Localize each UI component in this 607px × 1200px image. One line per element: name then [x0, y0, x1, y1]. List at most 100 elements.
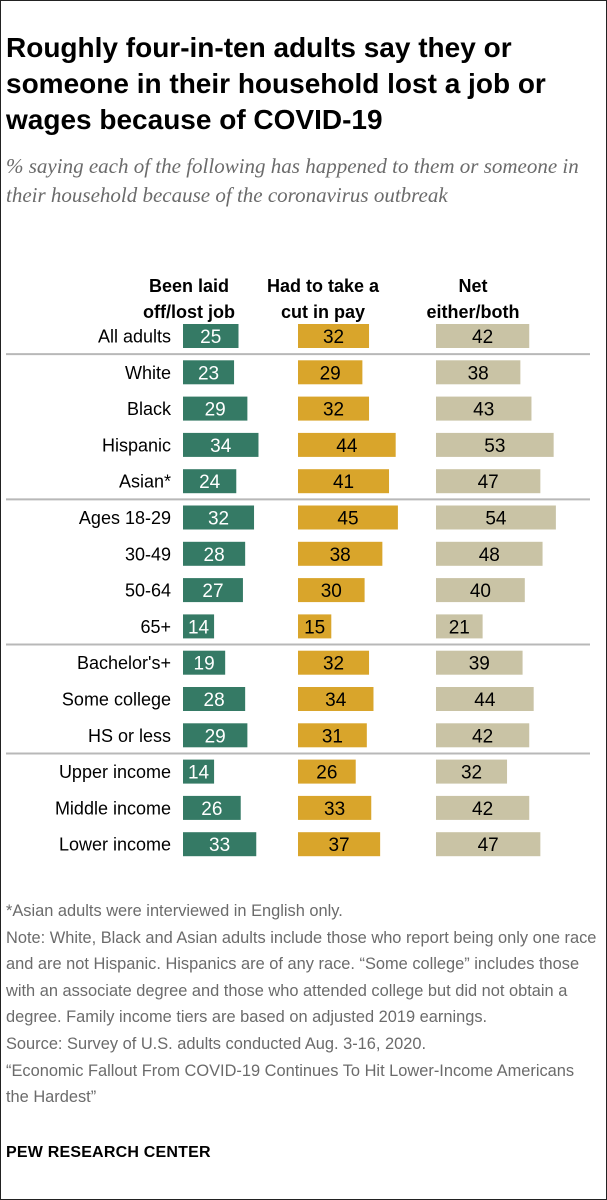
row-label-asian: Asian*: [119, 472, 171, 492]
bar-laid-off-30-49: [183, 541, 246, 566]
data-label-net-ages-18-29: 54: [485, 509, 507, 530]
bar-laid-off-some-college: [183, 687, 246, 711]
bar-pay-cut-all-adults: [298, 324, 370, 348]
data-label-pay-cut-all-adults: 32: [323, 327, 344, 348]
column-header-net-line-1: Net: [458, 276, 488, 296]
data-label-pay-cut-upper-income: 26: [316, 763, 337, 784]
bar-laid-off-65: [183, 614, 215, 639]
asterisk-note: *Asian adults were interviewed in Englis…: [6, 902, 343, 920]
row-label-30-49: 30-49: [125, 544, 171, 564]
data-label-laid-off-white: 23: [198, 363, 219, 384]
data-label-net-50-64: 40: [470, 581, 491, 602]
data-label-laid-off-bachelor-s: 19: [194, 654, 215, 675]
row-label-50-64: 50-64: [125, 581, 171, 601]
chart-title: Roughly four-in-ten adults say they or s…: [6, 32, 546, 135]
data-label-pay-cut-hs-or-less: 31: [322, 726, 343, 747]
data-label-laid-off-50-64: 27: [202, 581, 223, 602]
data-label-net-upper-income: 32: [461, 763, 482, 784]
bar-net-white: [436, 360, 521, 385]
data-label-net-bachelor-s: 39: [469, 654, 490, 675]
bar-pay-cut-lower-income: [298, 832, 381, 857]
data-label-pay-cut-hispanic: 44: [336, 436, 358, 457]
column-header-laid-off-line-1: Been laid: [148, 276, 230, 296]
bar-laid-off-asian: [183, 469, 237, 494]
bar-laid-off-hispanic: [183, 432, 259, 457]
row-label-upper-income: Upper income: [59, 762, 171, 782]
bar-net-hs-or-less: [436, 723, 530, 748]
row-label-ages-18-29: Ages 18-29: [79, 508, 171, 528]
bar-laid-off-all-adults: [183, 324, 239, 348]
bar-pay-cut-50-64: [298, 578, 365, 603]
bar-laid-off-ages-18-29: [183, 505, 255, 530]
row-label-bachelor-s: Bachelor's+: [77, 653, 171, 673]
row-label-all-adults: All adults: [98, 327, 171, 347]
report-title-note: “Economic Fallout From COVID-19 Continue…: [6, 1061, 575, 1107]
data-label-net-white: 38: [468, 363, 489, 384]
row-label-hs-or-less: HS or less: [88, 726, 171, 746]
data-label-pay-cut-bachelor-s: 32: [323, 654, 344, 675]
data-label-pay-cut-ages-18-29: 45: [337, 509, 358, 530]
data-label-laid-off-lower-income: 33: [209, 835, 230, 856]
column-header-pay-cut-line-2: cut in pay: [280, 302, 365, 322]
bar-pay-cut-middle-income: [298, 795, 372, 820]
row-label-hispanic: Hispanic: [102, 435, 171, 455]
bar-pay-cut-white: [298, 360, 363, 385]
bar-net-hispanic: [436, 432, 554, 457]
data-label-net-asian: 47: [478, 472, 499, 493]
bar-pay-cut-ages-18-29: [298, 505, 398, 530]
bar-net-50-64: [436, 578, 525, 603]
data-label-laid-off-black: 29: [205, 400, 226, 421]
data-label-laid-off-65: 14: [188, 617, 210, 638]
data-label-pay-cut-lower-income: 37: [328, 835, 349, 856]
column-header-net-line-2: either/both: [426, 302, 520, 322]
bar-pay-cut-hispanic: [298, 432, 396, 457]
data-label-net-all-adults: 42: [472, 327, 493, 348]
bar-net-65: [436, 614, 483, 639]
bar-pay-cut-bachelor-s: [298, 650, 370, 675]
data-label-net-hs-or-less: 42: [472, 726, 493, 747]
data-label-net-hispanic: 53: [484, 436, 505, 457]
data-label-laid-off-all-adults: 25: [200, 327, 221, 348]
row-label-white: White: [125, 363, 171, 383]
bar-pay-cut-upper-income: [298, 759, 356, 784]
bar-net-all-adults: [436, 324, 530, 348]
data-label-pay-cut-white: 29: [320, 363, 341, 384]
bar-laid-off-black: [183, 396, 248, 421]
data-label-laid-off-middle-income: 26: [201, 799, 222, 820]
bar-net-black: [436, 396, 532, 421]
column-header-pay-cut: Had to take a cut in pay: [250, 273, 396, 325]
data-label-net-black: 43: [473, 400, 494, 421]
column-header-laid-off-line-2: off/lost job: [143, 302, 235, 322]
data-label-laid-off-some-college: 28: [204, 690, 225, 711]
data-label-pay-cut-asian: 41: [333, 472, 354, 493]
data-label-net-65: 21: [449, 617, 470, 638]
bar-pay-cut-some-college: [298, 687, 374, 711]
bar-net-30-49: [436, 541, 543, 566]
bar-chart: All adults 25 32 42 White 23 29 38 Black 29 32 43 Hi…: [6, 324, 590, 857]
bar-pay-cut-black: [298, 396, 370, 421]
bar-laid-off-50-64: [183, 578, 243, 603]
data-label-net-lower-income: 47: [478, 835, 499, 856]
column-header-laid-off: Been laid off/lost job: [126, 273, 252, 325]
data-label-laid-off-upper-income: 14: [188, 763, 210, 784]
data-label-pay-cut-middle-income: 33: [324, 799, 345, 820]
bar-net-upper-income: [436, 759, 508, 784]
bar-laid-off-bachelor-s: [183, 650, 226, 675]
data-label-laid-off-asian: 24: [199, 472, 221, 493]
data-label-net-middle-income: 42: [472, 799, 493, 820]
bar-net-some-college: [436, 687, 534, 711]
chart-subtitle: % saying each of the following has happe…: [6, 154, 579, 207]
bar-net-bachelor-s: [436, 650, 523, 675]
row-label-middle-income: Middle income: [55, 798, 171, 818]
bar-net-ages-18-29: [436, 505, 556, 530]
data-label-pay-cut-30-49: 38: [330, 545, 351, 566]
bar-pay-cut-30-49: [298, 541, 383, 566]
row-label-black: Black: [127, 399, 172, 419]
bar-net-lower-income: [436, 832, 541, 857]
data-label-net-some-college: 44: [474, 690, 496, 711]
row-label-lower-income: Lower income: [59, 835, 171, 855]
bar-laid-off-upper-income: [183, 759, 215, 784]
footnotes: *Asian adults were interviewed in Englis…: [6, 898, 601, 1111]
data-label-laid-off-30-49: 28: [204, 545, 225, 566]
bar-laid-off-hs-or-less: [183, 723, 248, 748]
